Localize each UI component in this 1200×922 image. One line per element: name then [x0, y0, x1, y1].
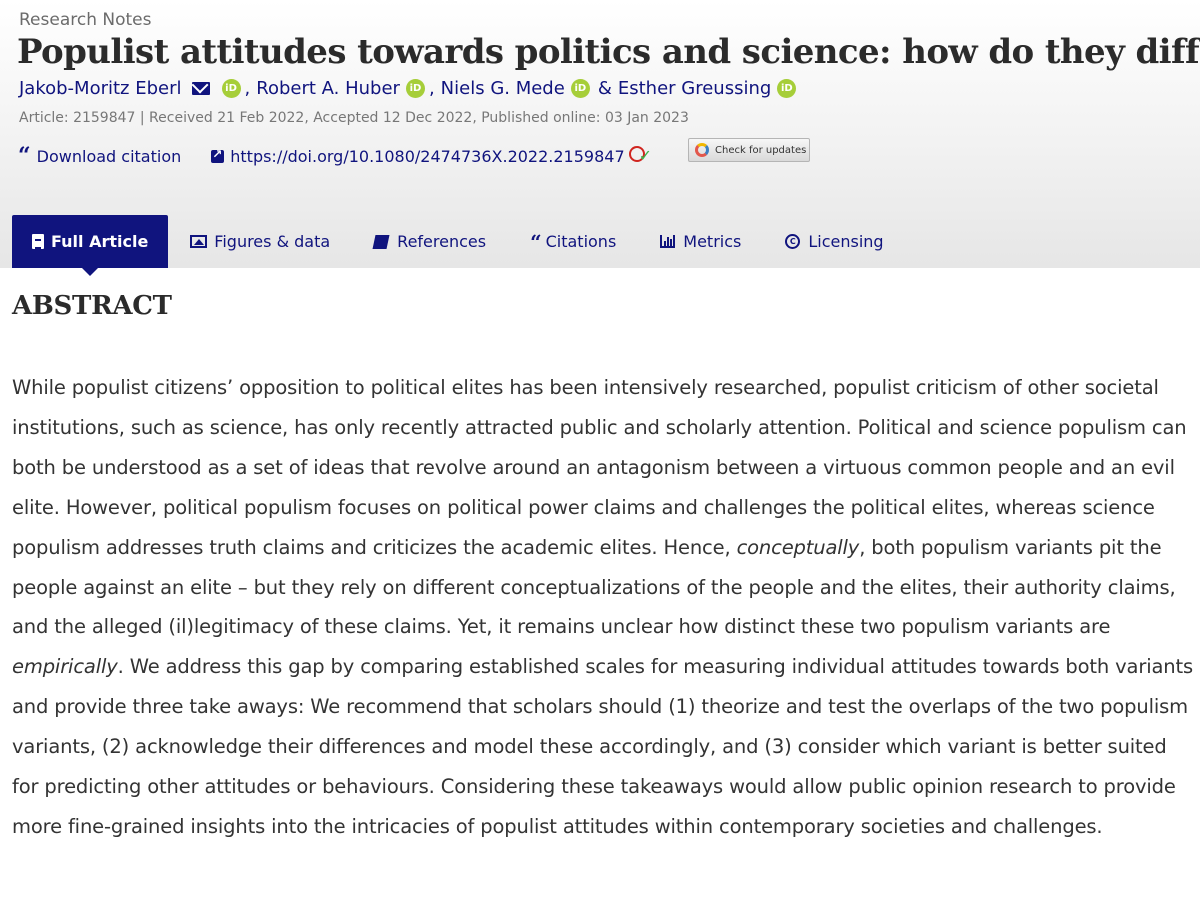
bar-chart-icon — [660, 235, 676, 248]
orcid-icon[interactable]: iD — [777, 79, 797, 98]
check-for-updates-button[interactable]: Check for updates — [688, 138, 810, 162]
doi-link[interactable]: https://doi.org/10.1080/2474736X.2022.21… — [211, 146, 625, 166]
email-icon[interactable] — [191, 82, 210, 95]
tab-licensing[interactable]: C Licensing — [763, 215, 905, 268]
tab-label: Full Article — [51, 232, 149, 251]
article-tabs: Full Article Figures & data References “… — [12, 215, 906, 276]
abstract-part: While populist citizens’ opposition to p… — [12, 376, 1187, 559]
tab-label: References — [397, 232, 487, 251]
article-header: Research Notes Populist attitudes toward… — [0, 0, 1200, 276]
article-title: Populist attitudes towards politics and … — [17, 32, 1200, 72]
author-name[interactable]: Robert A. Huber — [256, 78, 400, 99]
author-separator: , — [244, 78, 251, 99]
tab-label: Licensing — [808, 232, 884, 251]
download-citation-label: Download citation — [36, 146, 182, 166]
author-separator: , — [428, 78, 435, 99]
article-meta: Article: 2159847 | Received 21 Feb 2022,… — [19, 110, 689, 126]
check-updates-icon — [695, 143, 709, 157]
abstract-heading: ABSTRACT — [12, 291, 172, 321]
author-separator: & — [597, 78, 612, 99]
abstract-part: . We address this gap by comparing estab… — [12, 655, 1193, 838]
tab-metrics[interactable]: Metrics — [638, 215, 763, 268]
orcid-icon[interactable]: iD — [405, 79, 425, 98]
section-label: Research Notes — [19, 10, 152, 30]
author-name[interactable]: Esther Greussing — [617, 78, 772, 99]
tab-citations[interactable]: “ Citations — [508, 215, 638, 268]
book-icon — [372, 234, 390, 249]
abstract-text: While populist citizens’ opposition to p… — [12, 368, 1197, 847]
doi-label: https://doi.org/10.1080/2474736X.2022.21… — [230, 146, 625, 166]
tab-label: Citations — [545, 232, 617, 251]
download-citation-link[interactable]: “ Download citation — [18, 143, 182, 169]
external-link-icon — [211, 147, 225, 163]
tab-references[interactable]: References — [352, 215, 508, 268]
quote-icon: “ — [18, 143, 31, 169]
abstract-emphasis: conceptually — [736, 535, 860, 559]
copyright-icon: C — [785, 234, 801, 249]
image-icon — [190, 235, 208, 248]
tab-figures-data[interactable]: Figures & data — [168, 215, 352, 268]
author-list: Jakob-Moritz Eberl iD , Robert A. Huber … — [19, 78, 800, 99]
abstract-emphasis: empirically — [12, 655, 118, 679]
abstract-part: , both populism variants pit the people … — [12, 535, 1176, 639]
orcid-icon[interactable]: iD — [570, 79, 590, 98]
document-icon — [32, 234, 44, 249]
orcid-icon[interactable]: iD — [221, 79, 241, 98]
tab-label: Figures & data — [214, 232, 331, 251]
quote-icon: “ — [530, 229, 542, 254]
check-updates-label: Check for updates — [715, 144, 807, 156]
tab-full-article[interactable]: Full Article — [12, 215, 169, 276]
crossmark-icon[interactable]: ✓ — [628, 146, 655, 166]
article-links: “ Download citation https://doi.org/10.1… — [18, 143, 655, 169]
author-name[interactable]: Niels G. Mede — [440, 78, 565, 99]
tab-label: Metrics — [683, 232, 742, 251]
author-name[interactable]: Jakob-Moritz Eberl — [19, 78, 182, 99]
